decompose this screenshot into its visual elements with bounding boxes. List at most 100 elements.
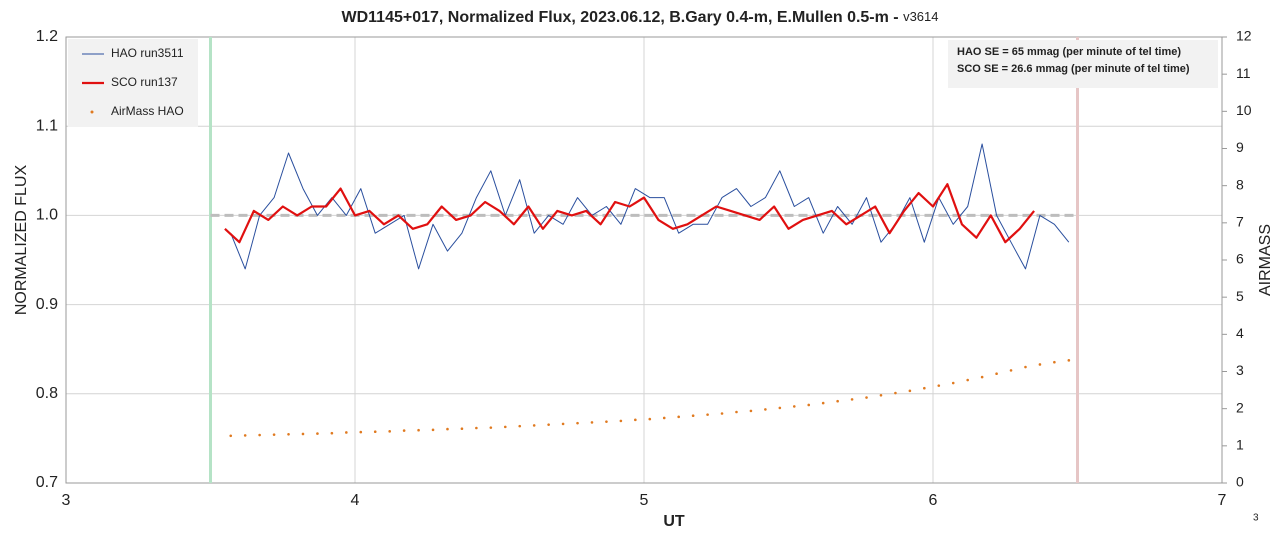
airmass-point bbox=[1038, 363, 1042, 366]
airmass-point bbox=[446, 427, 449, 431]
page-number: 3 bbox=[1253, 513, 1259, 524]
airmass-point bbox=[792, 405, 796, 408]
y-tick-label: 1.0 bbox=[36, 207, 58, 224]
airmass-point bbox=[605, 420, 608, 423]
airmass-point bbox=[735, 410, 738, 414]
legend-label: HAO run3511 bbox=[111, 46, 184, 60]
airmass-point bbox=[951, 381, 955, 385]
airmass-point bbox=[923, 386, 926, 390]
series-line bbox=[224, 183, 1035, 244]
airmass-point bbox=[980, 375, 984, 379]
airmass-point bbox=[648, 417, 652, 421]
annotation: HAO SE = 65 mmag (per minute of tel time… bbox=[957, 46, 1181, 58]
airmass-point bbox=[619, 419, 623, 423]
airmass-point bbox=[518, 424, 522, 428]
subtitle: v3614 bbox=[903, 9, 938, 24]
y2-tick-label: 10 bbox=[1236, 102, 1252, 118]
airmass-point bbox=[503, 425, 507, 429]
airmass-point bbox=[345, 431, 348, 434]
annotation-box: HAO SE = 65 mmag (per minute of tel time… bbox=[948, 40, 1218, 88]
y2-tick-label: 2 bbox=[1236, 399, 1244, 415]
x-tick-label: 3 bbox=[62, 492, 71, 509]
x-tick-label: 7 bbox=[1218, 492, 1227, 509]
x-tick-label: 5 bbox=[640, 492, 649, 509]
title: WD1145+017, Normalized Flux, 2023.06.12,… bbox=[342, 9, 904, 26]
y2-axis-label: AIRMASS bbox=[1257, 224, 1274, 296]
legend-label: SCO run137 bbox=[111, 75, 178, 89]
airmass-point bbox=[243, 434, 247, 437]
chart-title: WD1145+017, Normalized Flux, 2023.06.12,… bbox=[342, 9, 939, 26]
airmass-point bbox=[894, 391, 897, 395]
y2-tick-label: 9 bbox=[1236, 139, 1244, 155]
y-tick-label: 0.9 bbox=[36, 296, 58, 313]
y-tick-label: 0.7 bbox=[36, 474, 58, 491]
y2-tick-label: 4 bbox=[1236, 325, 1244, 341]
x-tick-label: 4 bbox=[351, 492, 360, 509]
airmass-point bbox=[807, 403, 811, 407]
airmass-point bbox=[373, 430, 377, 434]
y2-tick-label: 7 bbox=[1236, 214, 1244, 230]
airmass-point bbox=[417, 428, 420, 432]
airmass-point bbox=[821, 401, 825, 405]
airmass-point bbox=[258, 433, 261, 437]
airmass-point bbox=[995, 372, 998, 376]
x-tick-label: 6 bbox=[929, 492, 938, 509]
airmass-point bbox=[272, 433, 276, 436]
airmass-point bbox=[662, 416, 666, 420]
legend-label: AirMass HAO bbox=[111, 104, 184, 118]
annotation: SCO SE = 26.6 mmag (per minute of tel ti… bbox=[957, 63, 1190, 75]
airmass-point bbox=[532, 424, 536, 427]
airmass-point bbox=[634, 418, 637, 422]
airmass-point bbox=[402, 429, 406, 432]
airmass-point bbox=[359, 430, 363, 434]
y2-tick-label: 6 bbox=[1236, 251, 1244, 267]
y-axis-label: NORMALIZED FLUX bbox=[13, 165, 30, 316]
airmass-point bbox=[850, 398, 854, 401]
airmass-point bbox=[475, 426, 478, 430]
series-line bbox=[230, 143, 1070, 270]
airmass-point bbox=[301, 432, 305, 436]
airmass-point bbox=[287, 433, 290, 436]
legend: HAO run3511 SCO run137 AirMass HAO bbox=[68, 39, 198, 127]
airmass-point bbox=[966, 378, 969, 382]
y2-tick-label: 11 bbox=[1236, 65, 1251, 81]
y-tick-label: 0.8 bbox=[36, 385, 58, 402]
airmass-point bbox=[1009, 369, 1013, 372]
y2-tick-label: 5 bbox=[1236, 288, 1244, 304]
airmass-point bbox=[489, 426, 493, 429]
airmass-point bbox=[778, 406, 782, 410]
y2-tick-label: 3 bbox=[1236, 362, 1244, 378]
y-tick-label: 1.2 bbox=[36, 28, 58, 45]
airmass-point bbox=[316, 432, 319, 435]
airmass-point bbox=[330, 431, 334, 435]
airmass-point bbox=[937, 384, 941, 387]
airmass-point bbox=[908, 389, 912, 393]
airmass-point bbox=[1067, 359, 1071, 362]
plot-frame bbox=[65, 36, 1223, 484]
y2-tick-label: 0 bbox=[1236, 474, 1244, 490]
legend-swatch bbox=[90, 110, 94, 114]
airmass-point bbox=[561, 422, 565, 426]
airmass-point bbox=[590, 421, 594, 424]
y2-tick-label: 12 bbox=[1236, 28, 1252, 44]
y-tick-label: 1.1 bbox=[36, 117, 58, 134]
airmass-point bbox=[1053, 360, 1056, 364]
airmass-point bbox=[749, 409, 753, 413]
airmass-point bbox=[388, 430, 391, 433]
airmass-point bbox=[229, 434, 233, 438]
y2-tick-label: 8 bbox=[1236, 176, 1244, 192]
airmass-point bbox=[431, 428, 435, 432]
airmass-point bbox=[879, 393, 883, 397]
airmass-point bbox=[677, 415, 680, 419]
annotation-bg bbox=[948, 40, 1218, 88]
airmass-point bbox=[865, 396, 868, 399]
airmass-point bbox=[460, 427, 464, 431]
airmass-point bbox=[547, 423, 550, 426]
airmass-point bbox=[836, 399, 839, 403]
airmass-point bbox=[720, 412, 724, 415]
y2-tick-label: 1 bbox=[1236, 437, 1244, 453]
airmass-point bbox=[764, 408, 767, 411]
airmass-point bbox=[576, 421, 579, 425]
x-axis-label: UT bbox=[663, 513, 685, 530]
